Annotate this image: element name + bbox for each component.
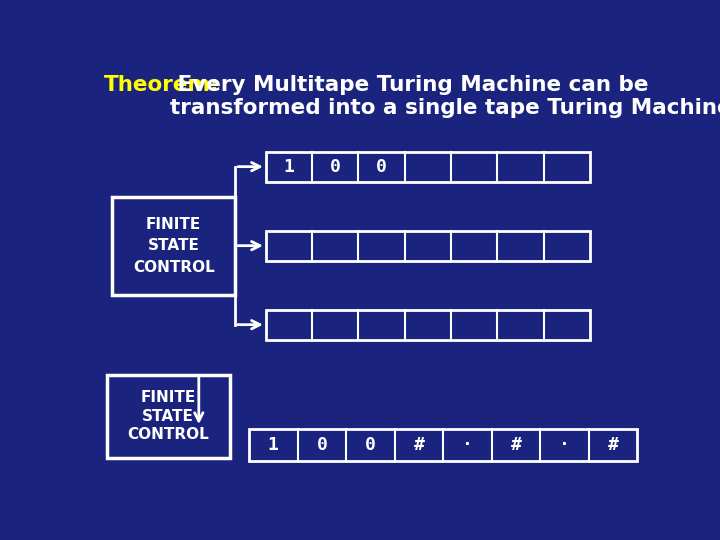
Text: CONTROL: CONTROL: [127, 427, 209, 442]
Bar: [266, 231, 590, 261]
Text: 0: 0: [376, 158, 387, 176]
Text: #: #: [413, 436, 424, 454]
Text: FINITE: FINITE: [146, 217, 202, 232]
Text: #: #: [608, 436, 618, 454]
Bar: [249, 429, 637, 462]
Bar: [112, 197, 235, 294]
Text: 0: 0: [330, 158, 341, 176]
Bar: [266, 152, 590, 181]
Bar: [266, 310, 590, 340]
Text: ·: ·: [559, 436, 570, 454]
Text: FINITE: FINITE: [140, 390, 196, 406]
Text: 0: 0: [316, 436, 328, 454]
Bar: [107, 375, 230, 458]
Text: 1: 1: [268, 436, 279, 454]
Text: ·: ·: [462, 436, 473, 454]
Text: #: #: [510, 436, 521, 454]
Text: STATE: STATE: [142, 409, 194, 424]
Text: Every Multitape Turing Machine can be
transformed into a single tape Turing Mach: Every Multitape Turing Machine can be tr…: [170, 75, 720, 118]
Text: CONTROL: CONTROL: [132, 260, 215, 275]
Text: STATE: STATE: [148, 238, 199, 253]
Text: Theorem:: Theorem:: [104, 75, 220, 95]
Text: 1: 1: [284, 158, 294, 176]
Text: 0: 0: [365, 436, 376, 454]
